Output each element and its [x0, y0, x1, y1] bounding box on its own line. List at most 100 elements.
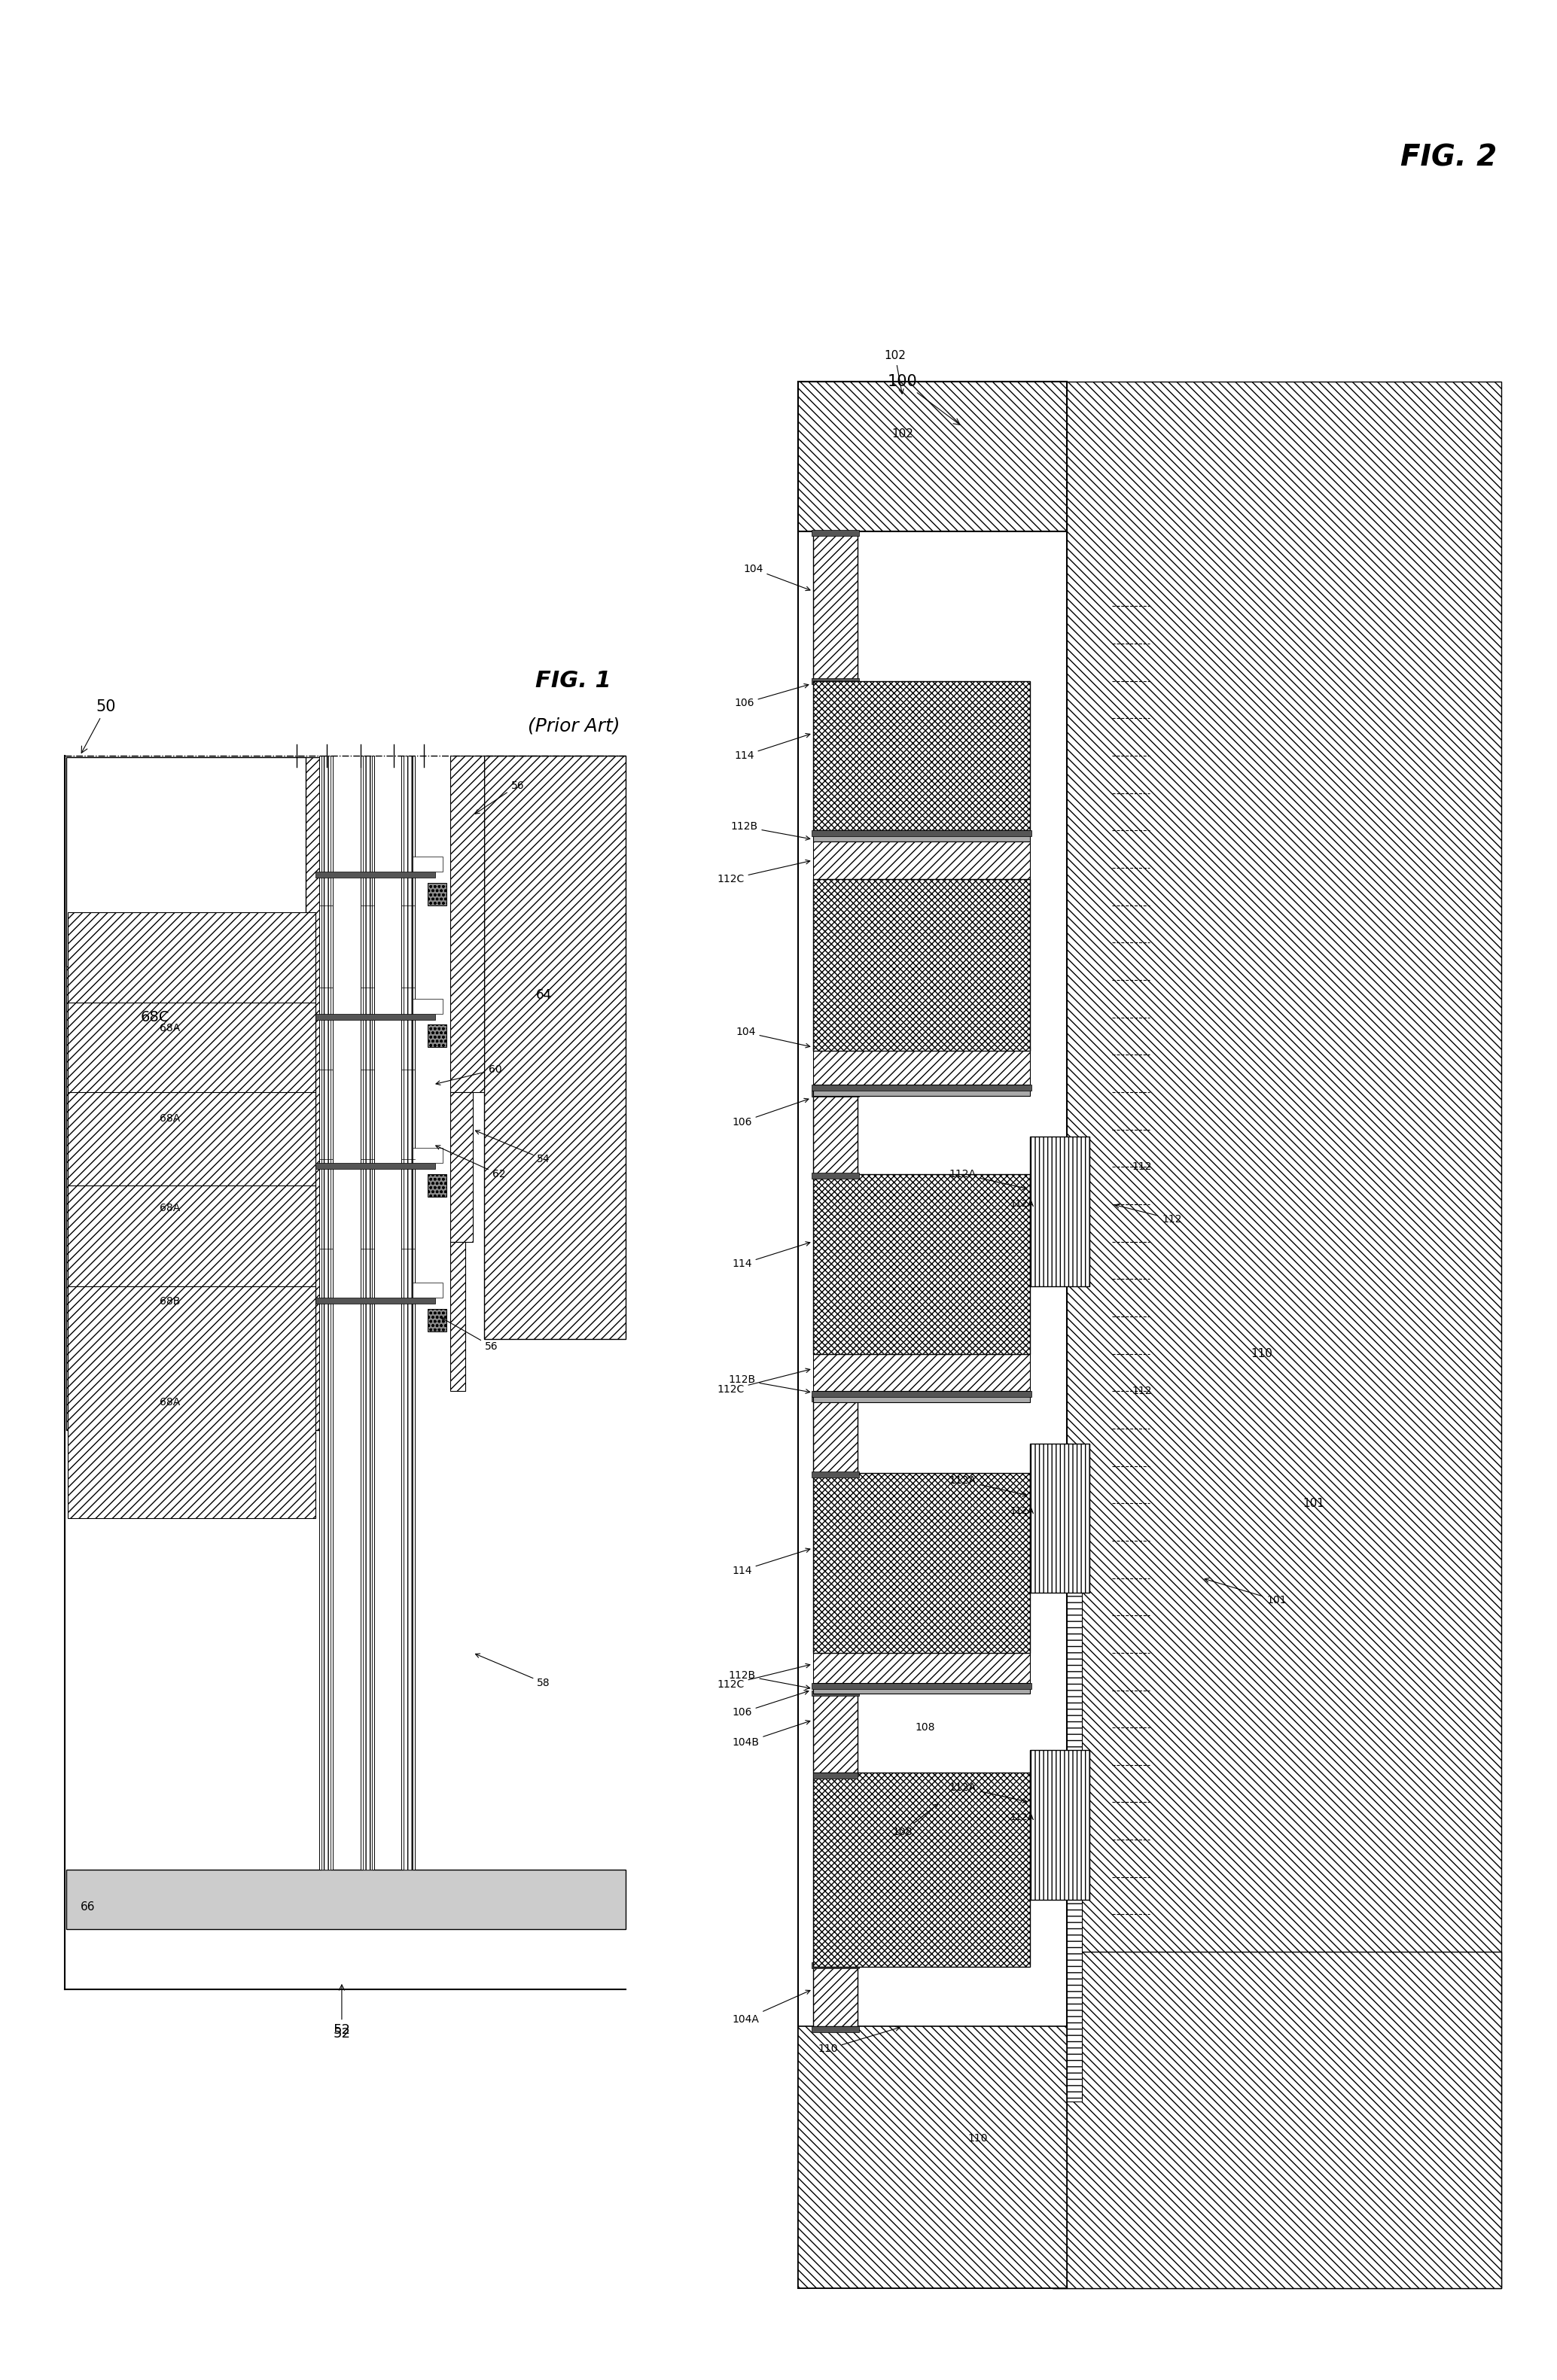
Bar	[1029, 1138, 1090, 1288]
Bar	[69, 1185, 316, 1416]
Bar	[813, 1399, 858, 1473]
Bar	[797, 2028, 1067, 2287]
Bar	[1029, 1442, 1090, 1592]
Bar	[811, 531, 859, 536]
Bar	[413, 857, 442, 871]
Bar	[69, 1092, 316, 1323]
Text: 112A: 112A	[948, 1476, 1026, 1497]
Bar	[813, 1773, 1029, 1966]
Bar	[811, 1392, 1031, 1397]
Bar	[413, 1000, 442, 1014]
Text: 112C: 112C	[716, 1368, 810, 1395]
Bar	[316, 1164, 436, 1169]
Bar	[813, 1473, 1029, 1652]
Text: 112B: 112B	[729, 1376, 810, 1392]
Text: 110: 110	[967, 2132, 987, 2144]
Bar	[813, 531, 858, 681]
Bar	[813, 1966, 858, 2028]
Bar	[372, 754, 374, 1871]
Bar	[813, 1392, 1029, 1402]
Bar	[316, 871, 436, 878]
Bar	[811, 1090, 859, 1097]
Text: 114: 114	[732, 1242, 810, 1269]
Text: 102: 102	[892, 428, 914, 440]
Bar	[67, 757, 329, 1430]
Bar	[813, 1173, 1029, 1354]
Text: 68C: 68C	[140, 1009, 170, 1023]
Text: 68B: 68B	[159, 1297, 181, 1307]
Bar	[811, 1395, 859, 1402]
Text: 106: 106	[733, 683, 808, 709]
Bar	[1029, 1749, 1090, 1899]
Text: 60: 60	[436, 1064, 501, 1085]
Text: 112B: 112B	[730, 821, 810, 840]
Text: 112B: 112B	[729, 1671, 810, 1690]
Text: 114: 114	[733, 733, 810, 762]
Text: 106: 106	[732, 1690, 808, 1718]
Text: 112A: 112A	[1010, 1814, 1034, 1823]
Bar	[67, 1871, 626, 1930]
Bar	[322, 754, 330, 1871]
Bar	[330, 754, 333, 1871]
Text: FIG. 1: FIG. 1	[536, 669, 612, 693]
Text: 112A: 112A	[1010, 1507, 1034, 1516]
Text: 104: 104	[735, 1028, 810, 1047]
Bar	[811, 1690, 859, 1697]
Bar	[813, 1683, 1029, 1695]
Bar	[811, 831, 1031, 835]
Bar	[428, 1309, 447, 1330]
Bar	[69, 1002, 316, 1235]
Bar	[811, 1173, 859, 1178]
Bar	[797, 381, 1067, 2287]
Bar	[67, 757, 305, 966]
Bar	[813, 1354, 1029, 1392]
Bar	[316, 1014, 436, 1019]
Bar	[797, 381, 1067, 531]
Text: 114: 114	[732, 1549, 810, 1576]
Bar	[319, 754, 322, 1871]
Text: 108: 108	[916, 1723, 936, 1733]
Text: 56: 56	[475, 781, 525, 814]
Bar	[811, 1683, 1031, 1690]
Bar	[1053, 381, 1501, 2287]
Text: 68A: 68A	[159, 1397, 181, 1407]
Bar	[811, 678, 859, 683]
Text: 112C: 112C	[716, 1664, 810, 1690]
Text: 62: 62	[436, 1145, 506, 1180]
Text: 112A: 112A	[948, 1169, 1026, 1190]
Text: 112: 112	[1115, 1204, 1182, 1223]
Bar	[450, 1092, 473, 1242]
Text: 66: 66	[79, 1902, 95, 1914]
Text: (Prior Art): (Prior Art)	[528, 716, 620, 735]
Text: 108: 108	[892, 1804, 937, 1837]
Text: 50: 50	[81, 700, 117, 752]
Text: 58: 58	[475, 1654, 550, 1687]
Bar	[813, 843, 1029, 878]
Bar	[450, 754, 484, 1092]
Bar	[811, 1471, 859, 1478]
Text: 101: 101	[1205, 1578, 1286, 1606]
Bar	[455, 754, 484, 1054]
Bar	[402, 754, 403, 1871]
Text: 52: 52	[333, 1985, 350, 2037]
Bar	[813, 1085, 1029, 1095]
Bar	[813, 681, 1029, 831]
Text: 112A: 112A	[948, 1783, 1026, 1802]
Text: 101: 101	[1303, 1497, 1325, 1509]
Text: 68A: 68A	[159, 1202, 181, 1214]
Text: 68A: 68A	[159, 1114, 181, 1123]
Text: 54: 54	[475, 1130, 550, 1164]
Text: 52: 52	[333, 2028, 350, 2042]
Text: 100: 100	[887, 374, 961, 426]
Bar	[428, 1026, 447, 1047]
Text: 112C: 112C	[716, 859, 810, 885]
Bar	[361, 754, 363, 1871]
Bar	[413, 754, 416, 1871]
Bar	[813, 831, 1029, 843]
Bar	[428, 1173, 447, 1197]
Bar	[811, 1085, 1031, 1090]
Bar	[811, 2028, 859, 2033]
Bar	[484, 754, 626, 1340]
Bar	[69, 912, 316, 1145]
Bar	[363, 754, 372, 1871]
